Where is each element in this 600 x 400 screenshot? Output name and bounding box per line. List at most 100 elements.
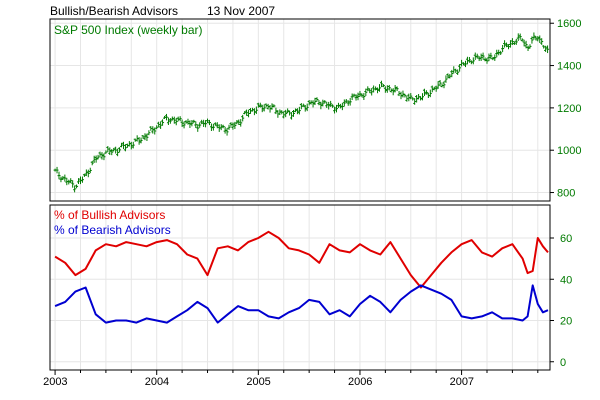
sp500-bar xyxy=(110,149,114,156)
sp500-bar xyxy=(379,80,383,88)
sp500-bar xyxy=(463,60,467,68)
sp500-bar xyxy=(88,167,92,174)
sp500-bar xyxy=(442,81,446,89)
sp500-bar xyxy=(292,109,296,117)
sp500-bar xyxy=(166,117,170,126)
sp500-bar xyxy=(274,107,278,115)
sp500-bar xyxy=(419,96,423,101)
sp500-bar xyxy=(335,104,339,113)
sp500-bar xyxy=(323,100,327,104)
sp500-bar xyxy=(71,180,75,188)
sp500-bar xyxy=(118,147,122,153)
sp500-bar xyxy=(405,95,409,102)
sp500-bar xyxy=(458,64,462,72)
x-tick-label: 2006 xyxy=(348,376,372,388)
sp500-bar xyxy=(381,84,385,88)
sp500-bar xyxy=(342,99,346,107)
sp500-bar xyxy=(501,44,505,53)
sp500-bar xyxy=(528,44,532,49)
sp500-y-tick-label: 1000 xyxy=(557,145,581,157)
sp500-bar xyxy=(131,141,135,149)
sp500-bar xyxy=(446,73,450,79)
sp500-bar xyxy=(319,101,323,110)
sp500-bar xyxy=(409,93,413,100)
sp500-bar xyxy=(387,84,391,91)
sp500-bar xyxy=(223,126,227,134)
sentiment-panel: 0 20 40 60 % of Bullish Advisors % of Beari… xyxy=(49,204,572,371)
sp500-bar xyxy=(448,73,452,79)
sp500-bar xyxy=(307,100,311,106)
sp500-bar xyxy=(163,115,167,119)
sp500-bar xyxy=(290,112,294,120)
sp500-bar xyxy=(348,98,352,106)
sp500-bar xyxy=(227,124,231,130)
sp500-bar xyxy=(159,121,163,129)
sp500-bar xyxy=(544,45,548,52)
sp500-bar xyxy=(272,104,276,108)
sp500-bar xyxy=(233,121,237,129)
sp500-bar xyxy=(180,119,184,127)
sp500-bar xyxy=(385,85,389,93)
legend-bullish: % of Bullish Advisors xyxy=(54,208,165,222)
sp500-bar xyxy=(542,45,546,49)
sp500-bar xyxy=(530,36,534,44)
x-tick-label: 2003 xyxy=(43,376,67,388)
sp500-bar xyxy=(256,102,260,108)
sp500-bar xyxy=(229,122,233,127)
sp500-bar xyxy=(356,92,360,101)
sp500-bar xyxy=(411,97,415,101)
sentiment-y-tick-label: 0 xyxy=(560,357,566,369)
sp500-bar xyxy=(254,106,258,114)
sp500-bar xyxy=(59,176,63,183)
sp500-bar xyxy=(295,108,299,115)
legend-bearish: % of Bearish Advisors xyxy=(54,223,171,237)
sp500-bar xyxy=(505,42,509,48)
sp500-bar xyxy=(401,90,405,98)
sp500-bar xyxy=(473,52,477,60)
sp500-bar xyxy=(174,117,178,126)
sp500-bar xyxy=(237,119,241,125)
sp500-bars xyxy=(53,32,550,193)
sp500-bar xyxy=(321,99,325,107)
sp500-bar xyxy=(270,103,274,110)
sp500-bar xyxy=(235,120,239,125)
sp500-bar xyxy=(315,97,319,102)
sp500-bar xyxy=(354,94,358,101)
sp500-bar xyxy=(516,33,520,41)
sp500-bar xyxy=(145,133,149,141)
sp500-bar xyxy=(206,118,210,124)
sp500-bar xyxy=(100,152,104,160)
sp500-bar xyxy=(186,118,190,125)
sp500-bar xyxy=(155,125,159,130)
sp500-bar xyxy=(147,130,151,136)
sp500-bar xyxy=(168,118,172,124)
sp500-bar xyxy=(329,100,333,107)
sp500-y-tick-label: 800 xyxy=(557,188,575,200)
legend-sp500: S&P 500 Index (weekly bar) xyxy=(54,23,203,37)
sp500-bar xyxy=(424,90,428,95)
sp500-bar xyxy=(84,169,88,177)
sp500-bar xyxy=(360,93,364,98)
sp500-bar xyxy=(499,50,503,55)
sp500-bar xyxy=(213,122,217,126)
sp500-bar xyxy=(67,179,71,185)
x-tick-label: 2007 xyxy=(450,376,474,388)
sp500-bar xyxy=(462,62,466,66)
sp500-bar xyxy=(436,81,440,89)
sp500-y-tick-label: 1600 xyxy=(557,18,581,30)
sp500-bar xyxy=(358,90,362,97)
sp500-bar xyxy=(495,49,499,58)
sp500-bar xyxy=(546,45,550,54)
sp500-bar xyxy=(157,121,161,128)
sp500-bar xyxy=(350,93,354,101)
sp500-bar xyxy=(440,83,444,88)
sp500-bar xyxy=(475,53,479,59)
sp500-bar xyxy=(493,54,497,61)
sp500-bar xyxy=(239,119,243,127)
sp500-bar xyxy=(362,93,366,101)
sentiment-lines xyxy=(54,230,549,324)
sp500-bar xyxy=(121,141,125,150)
sentiment-grid xyxy=(50,205,550,370)
sp500-bar xyxy=(467,56,471,63)
sp500-bar xyxy=(485,58,489,64)
